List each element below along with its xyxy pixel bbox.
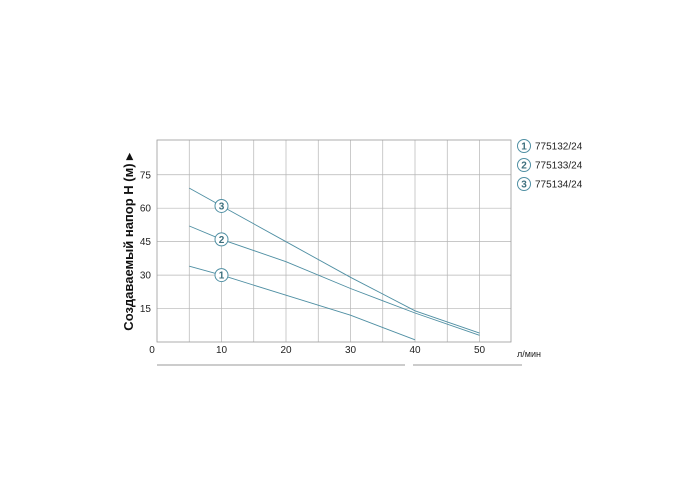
legend-label: 775134/24 [535,180,583,191]
y-tick-label: 45 [140,237,152,248]
series-badge-number: 2 [219,235,225,246]
series-lines [189,187,480,341]
y-axis-title: Создаваемый напор H (м) ▸ [121,152,136,331]
series-badge-2 [214,232,229,247]
chart-grid [157,140,511,342]
legend-badge-2 [517,158,531,172]
series-badge-1 [214,268,229,283]
series-badge-number: 1 [219,271,225,282]
series-line-3 [189,187,480,334]
x-tick-label: 10 [216,345,228,356]
series-badges: 1 2 3 [214,198,229,283]
x-tick-label: 0 [149,345,155,356]
plot-frame [156,139,512,343]
x-axis-unit: л/мин [517,349,541,359]
legend-badge-number: 1 [521,142,527,153]
y-tick-label: 15 [140,304,152,315]
legend-badge-number: 2 [521,161,527,172]
series-line-2 [189,225,480,336]
x-tick-label: 20 [280,345,292,356]
legend-badge-3 [517,177,531,191]
series-badge-number: 3 [219,201,225,212]
y-tick-label: 30 [140,271,152,282]
legend-badge-1 [517,139,531,153]
y-tick-label: 75 [140,170,152,181]
x-tick-label: 40 [409,345,421,356]
series-badge-3 [214,198,229,213]
legend-label: 775133/24 [535,161,583,172]
x-tick-labels: 0 10 20 30 40 50 [149,345,485,356]
x-tick-label: 30 [345,345,357,356]
series-line-1 [189,265,416,341]
legend-label: 775132/24 [535,142,583,153]
y-tick-labels: 15 30 45 60 75 [140,170,152,315]
legend-badge-number: 3 [521,180,527,191]
legend: 1 775132/24 2 775133/24 3 775134/24 [517,139,583,191]
y-tick-label: 60 [140,204,152,215]
x-tick-label: 50 [474,345,486,356]
